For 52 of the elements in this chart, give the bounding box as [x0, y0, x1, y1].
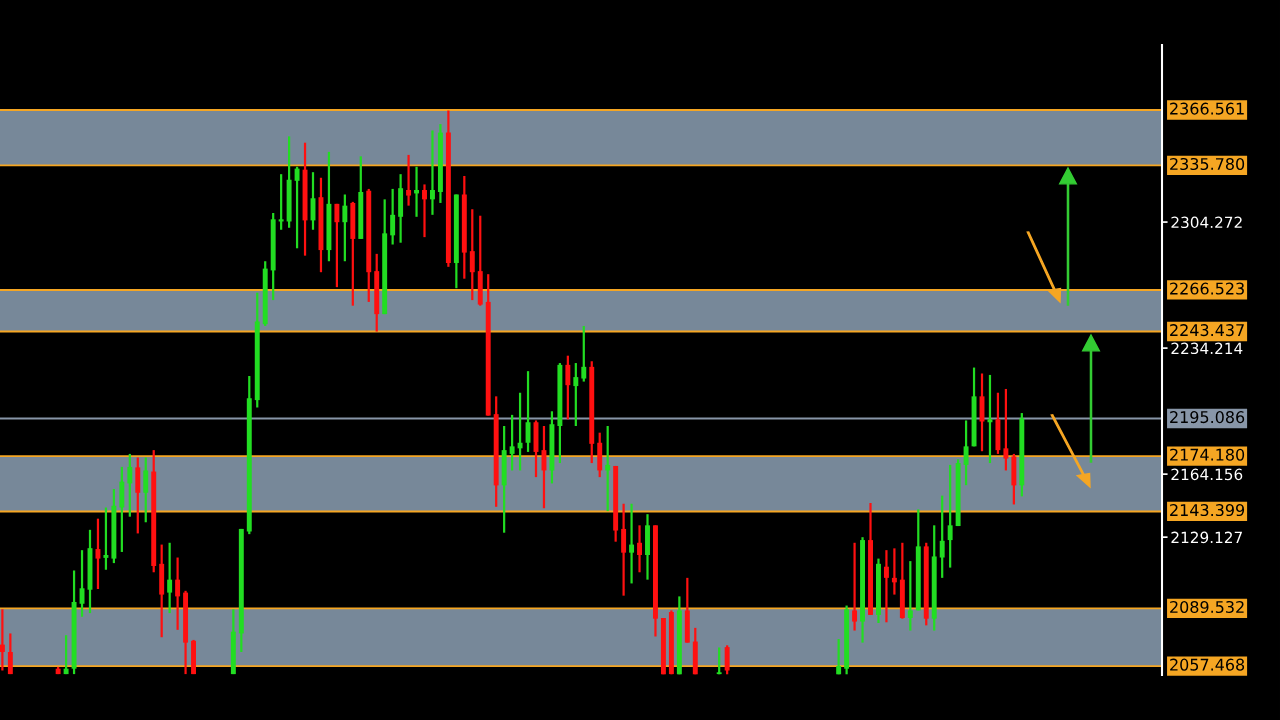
y-tick-label: 2129.127: [1171, 531, 1242, 544]
candlestick: [947, 463, 953, 569]
candlestick: [565, 354, 571, 421]
ref-line-label: 2057.468: [1170, 658, 1245, 671]
candlestick: [907, 560, 913, 632]
candlestick: [509, 413, 515, 472]
candlestick: [103, 506, 109, 571]
candlestick: [7, 632, 13, 675]
candlestick: [406, 153, 412, 207]
candlestick: [891, 547, 897, 596]
candlestick: [621, 502, 627, 597]
ref-line-label: 2195.086: [1170, 411, 1245, 424]
candlestick: [143, 456, 149, 524]
candlestick: [278, 173, 284, 231]
y-tick-label: 2304.272: [1171, 216, 1242, 229]
ref-line-label: 2266.523: [1170, 282, 1244, 295]
candlestick: [852, 541, 858, 632]
candlestick: [167, 541, 173, 615]
candlestick: [334, 202, 340, 289]
candlestick: [541, 424, 547, 510]
ref-line-label: 2366.561: [1170, 102, 1244, 115]
candlestick: [63, 634, 69, 675]
candlestick: [716, 646, 722, 675]
candlestick: [637, 524, 643, 574]
candlestick: [390, 187, 396, 246]
ref-line-label: 2089.532: [1170, 600, 1244, 614]
candlestick: [1003, 387, 1009, 472]
candlestick: [939, 494, 945, 579]
candlestick: [175, 556, 181, 631]
candlestick: [79, 549, 85, 618]
candlestick: [836, 637, 842, 675]
candlestick: [0, 608, 5, 672]
y-tick-label: 2164.156: [1171, 468, 1243, 481]
candlestick: [430, 129, 435, 216]
candlestick: [525, 370, 531, 454]
candlestick: [629, 502, 635, 585]
candlestick: [883, 549, 889, 624]
candlestick: [127, 452, 133, 518]
ref-line-label: 2243.437: [1170, 324, 1244, 337]
candlestick: [963, 419, 969, 487]
y-tick-label: 2234.214: [1171, 342, 1243, 355]
ref-line-label: 2143.399: [1170, 504, 1245, 517]
candlestick: [422, 183, 427, 239]
candlestick: [294, 165, 300, 250]
candlestick: [95, 517, 101, 591]
candlestick: [724, 644, 730, 675]
candlestick: [581, 324, 587, 383]
ref-line-label: 2335.780: [1170, 157, 1245, 171]
candlestick: [469, 208, 475, 302]
ref-line-label: 2174.180: [1170, 448, 1245, 461]
candlestick: [342, 193, 348, 263]
candlestick: [573, 361, 579, 428]
